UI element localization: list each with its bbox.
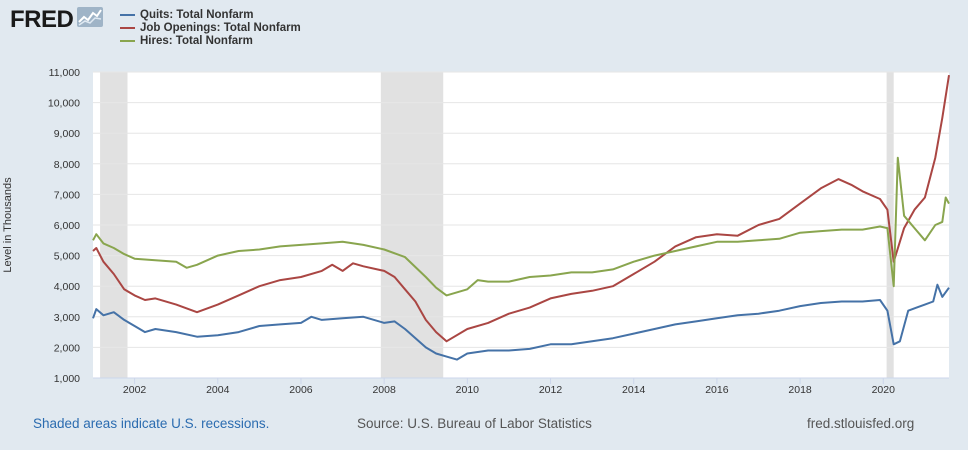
y-tick-label: 10,000 <box>48 98 80 110</box>
x-tick-label: 2020 <box>872 384 896 396</box>
x-tick-label: 2010 <box>456 384 480 396</box>
legend-label-quits: Quits: Total Nonfarm <box>140 8 254 21</box>
fred-site-link[interactable]: fred.stlouisfed.org <box>807 416 915 431</box>
y-tick-label: 5,000 <box>54 251 80 263</box>
legend: Quits: Total Nonfarm Job Openings: Total… <box>120 8 301 47</box>
x-tick-label: 2012 <box>539 384 563 396</box>
y-axis-ticks: 1,000 2,000 3,000 4,000 5,000 6,000 7,000 8,000… <box>48 67 80 385</box>
x-tick-label: 2002 <box>123 384 147 396</box>
chart-footer: Shaded areas indicate U.S. recessions. S… <box>0 416 968 436</box>
legend-label-job-openings: Job Openings: Total Nonfarm <box>140 21 301 34</box>
line-chart: 1,000 2,000 3,000 4,000 5,000 6,000 7,000 8,000… <box>48 67 950 396</box>
fred-graph-icon <box>77 6 104 34</box>
series-lines <box>92 74 950 361</box>
x-tick-label: 2014 <box>622 384 646 396</box>
y-tick-label: 9,000 <box>54 128 80 140</box>
y-tick-label: 8,000 <box>54 159 80 171</box>
fred-logo-text: FRED <box>10 6 74 33</box>
x-tick-label: 2006 <box>289 384 313 396</box>
y-tick-label: 2,000 <box>54 342 80 354</box>
chart-header: FRED Quits: Total Nonfarm Job Openings: … <box>0 0 968 70</box>
legend-item-hires[interactable]: Hires: Total Nonfarm <box>120 34 301 47</box>
x-axis-ticks: 2002 2004 2006 2008 2010 2012 2014 2016 2018 2020 <box>93 377 949 396</box>
series-line-2 <box>92 156 950 297</box>
y-tick-label: 4,000 <box>54 281 80 293</box>
fred-logo[interactable]: FRED <box>10 6 104 34</box>
y-tick-label: 3,000 <box>54 312 80 324</box>
x-tick-label: 2008 <box>372 384 396 396</box>
series-line-1 <box>92 74 950 343</box>
x-tick-label: 2004 <box>206 384 230 396</box>
y-tick-label: 1,000 <box>54 373 80 385</box>
x-tick-label: 2018 <box>788 384 812 396</box>
recession-note-link[interactable]: Shaded areas indicate U.S. recessions. <box>33 416 270 431</box>
legend-label-hires: Hires: Total Nonfarm <box>140 34 253 47</box>
y-tick-label: 11,000 <box>49 67 80 79</box>
series-line-0 <box>92 283 950 361</box>
x-tick-label: 2016 <box>705 384 729 396</box>
legend-item-quits[interactable]: Quits: Total Nonfarm <box>120 8 301 21</box>
source-note: Source: U.S. Bureau of Labor Statistics <box>357 416 592 431</box>
legend-swatch-quits <box>120 13 135 16</box>
legend-swatch-hires <box>120 39 135 42</box>
legend-swatch-job-openings <box>120 26 135 29</box>
y-tick-label: 7,000 <box>54 189 80 201</box>
legend-item-job-openings[interactable]: Job Openings: Total Nonfarm <box>120 21 301 34</box>
y-tick-label: 6,000 <box>54 220 80 232</box>
